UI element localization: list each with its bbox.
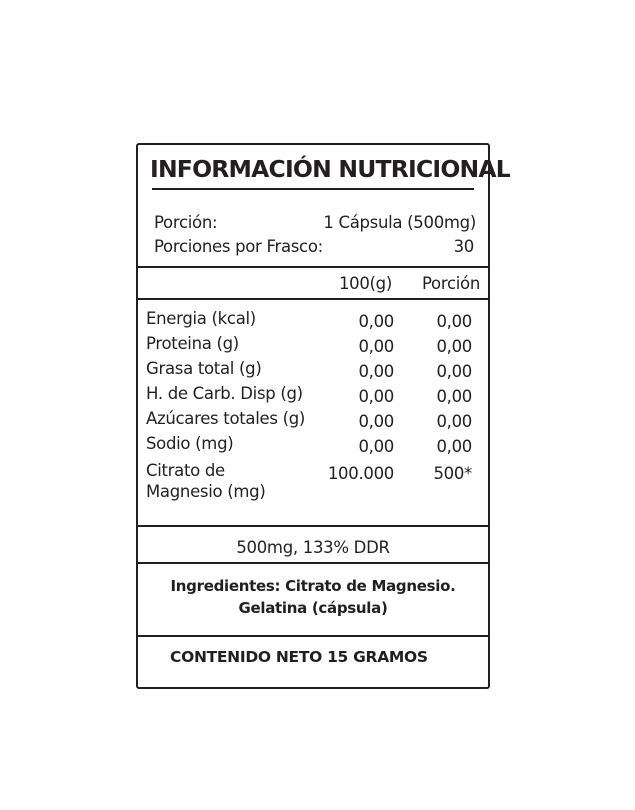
nutrient-value-portion: 0,00 <box>436 437 472 456</box>
ddr-text: 500mg, 133% DDR <box>236 538 390 557</box>
divider <box>138 635 488 637</box>
divider <box>138 298 488 300</box>
divider <box>138 525 488 527</box>
label-title: INFORMACIÓN NUTRICIONAL <box>150 155 511 183</box>
nutrient-value-portion: 0,00 <box>436 337 472 356</box>
nutrient-name: H. de Carb. Disp (g) <box>146 384 303 403</box>
ingredients-line-1: Ingredientes: Citrato de Magnesio. <box>170 577 456 595</box>
nutrient-value-100g: 0,00 <box>358 412 394 431</box>
divider <box>138 266 488 268</box>
serving-value: 1 Cápsula (500mg) <box>323 213 476 232</box>
nutrient-value-portion: 0,00 <box>436 387 472 406</box>
column-header-portion: Porción <box>422 274 480 293</box>
serving-label: Porción: <box>154 213 218 232</box>
nutrient-value-portion: 500* <box>433 464 472 483</box>
nutrient-value-portion: 0,00 <box>436 412 472 431</box>
nutrient-value-100g: 0,00 <box>358 437 394 456</box>
nutrient-name: Grasa total (g) <box>146 359 262 378</box>
nutrition-facts-label: INFORMACIÓN NUTRICIONAL Porción: 1 Cápsu… <box>136 143 511 689</box>
servings-per-container-value: 30 <box>453 237 475 256</box>
nutrient-name: Citrato de <box>146 461 225 480</box>
net-content: CONTENIDO NETO 15 GRAMOS <box>170 648 428 666</box>
title-underline <box>152 188 474 190</box>
nutrient-value-100g: 0,00 <box>358 387 394 406</box>
nutrient-name: Proteina (g) <box>146 334 239 353</box>
nutrient-name: Azúcares totales (g) <box>146 409 306 428</box>
nutrient-value-100g: 0,00 <box>358 362 394 381</box>
nutrient-value-100g: 100.000 <box>327 464 394 483</box>
divider <box>138 562 488 564</box>
column-header-100g: 100(g) <box>338 274 392 293</box>
servings-per-container-label: Porciones por Frasco: <box>154 237 323 256</box>
ingredients-line-2: Gelatina (cápsula) <box>238 599 388 617</box>
nutrient-value-100g: 0,00 <box>358 312 394 331</box>
nutrient-name: Magnesio (mg) <box>146 482 266 501</box>
nutrient-value-100g: 0,00 <box>358 337 394 356</box>
nutrient-value-portion: 0,00 <box>436 312 472 331</box>
nutrient-value-portion: 0,00 <box>436 362 472 381</box>
nutrient-name: Sodio (mg) <box>146 434 234 453</box>
nutrient-name: Energia (kcal) <box>146 309 256 328</box>
